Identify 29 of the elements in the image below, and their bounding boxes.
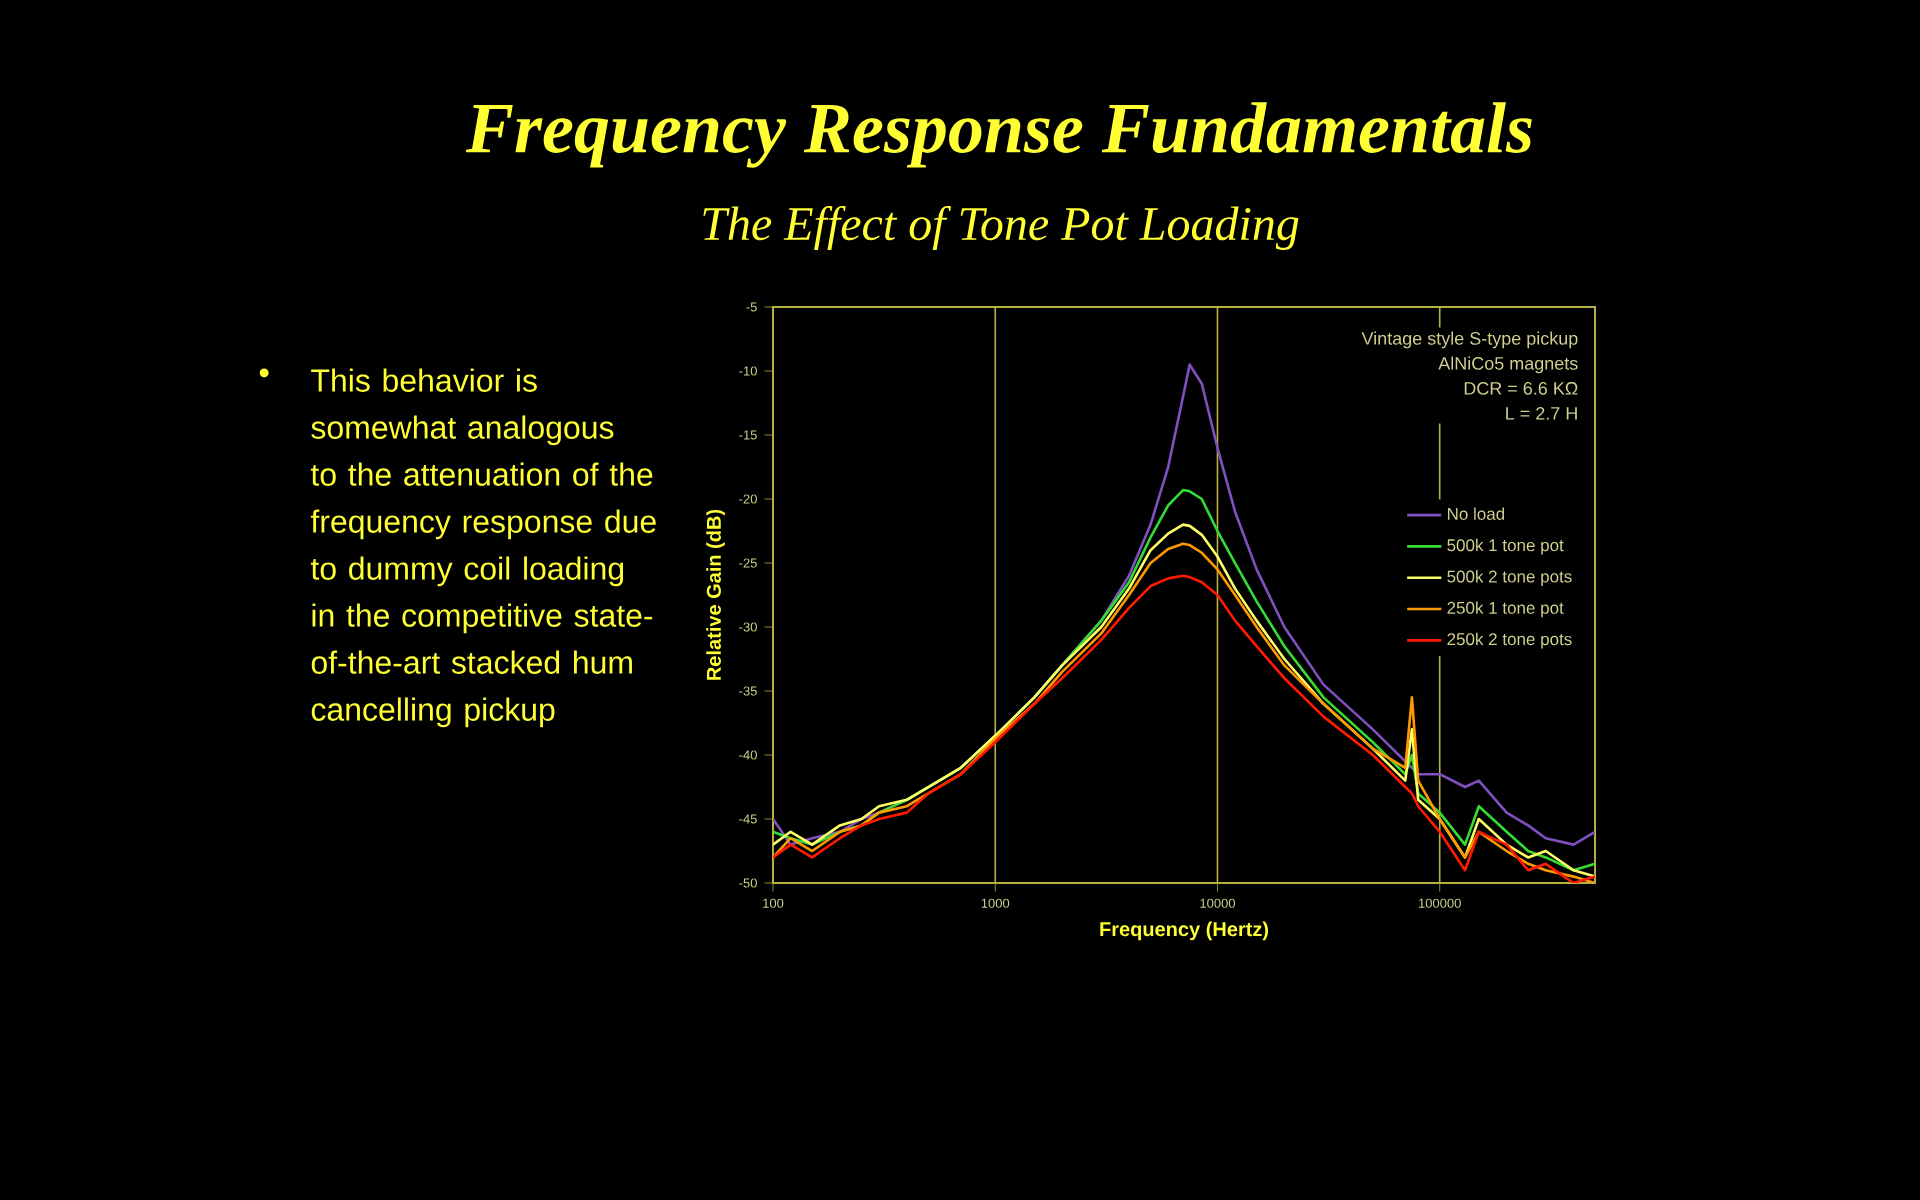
legend-label: 250k 1 tone pot	[1447, 601, 1564, 618]
annotation: DCR = 6.6 KΩ	[1464, 382, 1578, 395]
text: •	[259, 368, 269, 378]
y-tick-label: -35	[739, 686, 757, 696]
chart-title: Frequency Response Fundamentals	[465, 102, 1532, 168]
y-axis-title: Relative Gain (dB)	[706, 509, 725, 680]
annotation: AlNiCo5 magnets	[1438, 356, 1578, 374]
text: This behavior is somewhat analogous to the attenuation of the frequency response due to dummy coil loading in the competitive state-of-the-art stacked hum cancelling pickup	[310, 368, 656, 728]
legend-label: 500k 2 tone pots	[1447, 570, 1572, 586]
y-tick-label: -15	[739, 430, 757, 440]
y-tick-label: -40	[739, 750, 757, 760]
legend-label: 500k 1 tone pot	[1447, 538, 1564, 555]
x-tick-label: 100	[763, 898, 784, 908]
y-tick-label: -25	[739, 558, 757, 568]
x-tick-label: 1000	[981, 898, 1010, 908]
y-tick-label: -5	[746, 302, 757, 312]
y-tick-label: -30	[739, 622, 757, 632]
annotation: L = 2.7 H	[1506, 407, 1577, 420]
x-axis-title: Frequency (Hertz)	[1100, 921, 1269, 941]
x-tick-label: 10000	[1200, 898, 1236, 908]
y-tick-label: -45	[739, 814, 757, 824]
y-tick-label: -50	[739, 878, 757, 888]
y-tick-label: -10	[739, 366, 757, 376]
legend-label: 250k 2 tone pots	[1447, 632, 1572, 649]
y-tick-label: -20	[739, 494, 757, 504]
annotation: Vintage style S-type pickup	[1361, 331, 1578, 349]
x-tick-label: 100000	[1419, 898, 1461, 908]
chart-subtitle: The Effect of Tone Pot Loading	[703, 206, 1299, 251]
legend-label: No load	[1447, 507, 1505, 520]
